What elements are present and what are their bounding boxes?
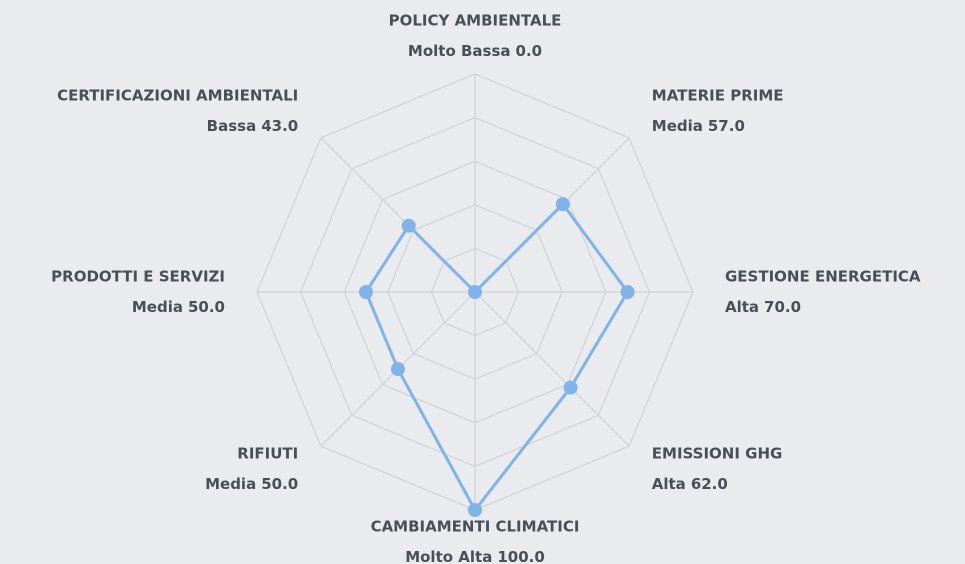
axis-label: PRODOTTI E SERVIZI	[51, 268, 225, 286]
axis-value: Media 50.0	[205, 474, 298, 492]
axis-label: MATERIE PRIME	[652, 86, 784, 104]
axis-value: Bassa 43.0	[207, 116, 299, 134]
axis-value: Molto Bassa 0.0	[408, 42, 542, 60]
axis-label: GESTIONE ENERGETICA	[725, 268, 921, 286]
value-label: 100.0	[497, 548, 544, 564]
axis-value: Media 57.0	[652, 116, 745, 134]
axis-value: Alta 70.0	[725, 298, 801, 316]
value-label: 50.0	[188, 298, 225, 316]
axis-value: Alta 62.0	[652, 474, 728, 492]
data-point	[468, 285, 482, 299]
level-label: Media	[652, 116, 703, 134]
axis-label: CAMBIAMENTI CLIMATICI	[371, 518, 580, 536]
level-label: Media	[132, 298, 183, 316]
level-label: Alta	[652, 474, 686, 492]
value-label: 50.0	[261, 474, 298, 492]
level-label: Molto Bassa	[408, 42, 511, 60]
value-label: 70.0	[764, 298, 801, 316]
data-point	[620, 285, 635, 299]
axis-value: Molto Alta 100.0	[405, 548, 545, 564]
level-label: Bassa	[207, 116, 257, 134]
data-point	[468, 503, 482, 517]
data-point	[359, 285, 373, 299]
grid-spoke	[474, 291, 630, 447]
value-label: 62.0	[691, 474, 728, 492]
value-label: 0.0	[516, 42, 543, 60]
axis-label: RIFIUTI	[237, 444, 298, 462]
level-label: Alta	[725, 298, 759, 316]
level-label: Molto Alta	[405, 548, 492, 564]
data-point	[563, 380, 578, 395]
axis-label: POLICY AMBIENTALE	[389, 12, 562, 30]
data-point	[555, 197, 570, 212]
axis-label: CERTIFICAZIONI AMBIENTALI	[57, 86, 298, 104]
value-label: 43.0	[261, 116, 298, 134]
level-label: Media	[205, 474, 256, 492]
axis-value: Media 50.0	[132, 298, 225, 316]
axis-label: EMISSIONI GHG	[652, 444, 783, 462]
data-point	[401, 218, 416, 233]
data-point	[390, 362, 405, 377]
value-label: 57.0	[708, 116, 745, 134]
